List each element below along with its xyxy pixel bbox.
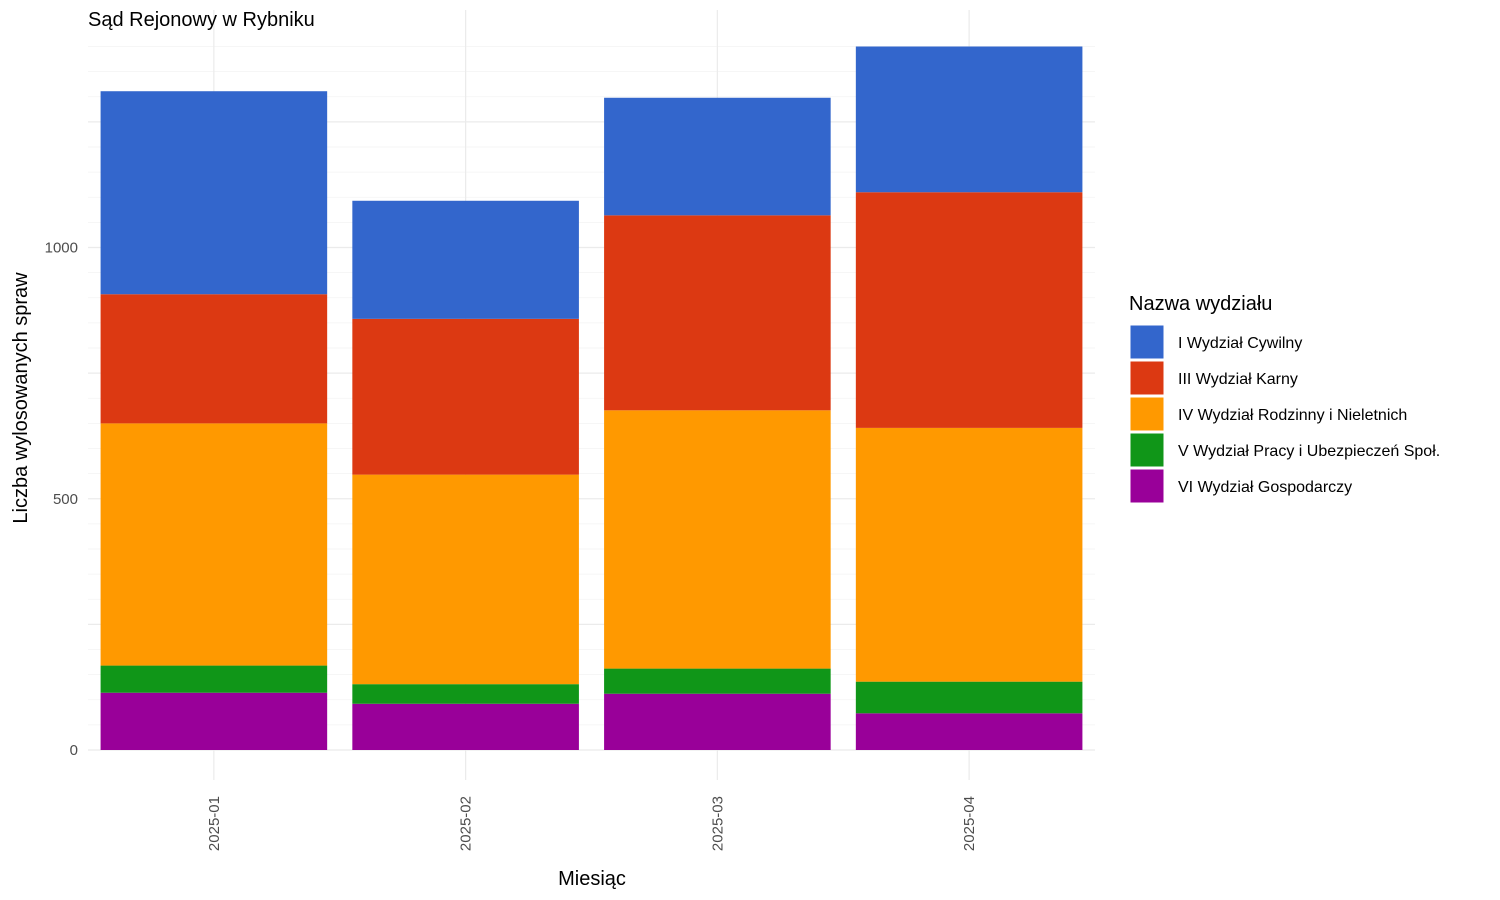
bar-segment: [100, 91, 328, 295]
y-tick-label: 500: [53, 491, 78, 508]
bar-segment: [100, 665, 328, 693]
legend-swatch: [1129, 432, 1165, 468]
bar-segment: [604, 693, 831, 750]
x-axis-title: Miesiąc: [558, 868, 626, 890]
bar-segment: [604, 410, 831, 669]
legend-swatch: [1129, 324, 1165, 360]
legend-label: V Wydział Pracy i Ubezpieczeń Społ.: [1178, 443, 1440, 460]
legend: Nazwa wydziału I Wydział Cywilny III Wydz…: [1129, 293, 1440, 504]
x-tick-label: 2025-04: [961, 796, 978, 851]
legend-label: I Wydział Cywilny: [1178, 335, 1302, 352]
y-tick-label: 0: [70, 742, 78, 759]
bar-segment: [604, 97, 831, 216]
legend-swatch: [1129, 360, 1165, 396]
bar-segment: [352, 200, 579, 319]
bar-segment: [352, 318, 579, 475]
bar-segment: [352, 684, 579, 704]
bar-segment: [352, 703, 579, 750]
y-axis-ticks: 0 500 1000: [45, 240, 78, 760]
bar-segment: [855, 427, 1083, 682]
bar-segment: [604, 215, 831, 411]
bars: [100, 46, 1083, 750]
y-axis-title: Liczba wylosowanych spraw: [10, 272, 32, 524]
bar-segment: [855, 681, 1083, 714]
bar-segment: [855, 713, 1083, 750]
bar-segment: [100, 294, 328, 424]
legend-swatch: [1129, 468, 1165, 504]
legend-label: IV Wydział Rodzinny i Nieletnich: [1178, 407, 1407, 424]
legend-label: III Wydział Karny: [1178, 371, 1298, 388]
x-tick-label: 2025-03: [709, 796, 726, 851]
legend-title: Nazwa wydziału: [1129, 293, 1272, 315]
bar-segment: [604, 668, 831, 694]
chart-title: Sąd Rejonowy w Rybniku: [88, 9, 315, 31]
bar-segment: [100, 423, 328, 666]
legend-swatch: [1129, 396, 1165, 432]
bar-segment: [855, 46, 1083, 193]
bar-segment: [855, 192, 1083, 428]
y-tick-label: 1000: [45, 240, 78, 257]
x-tick-label: 2025-02: [458, 796, 475, 851]
x-tick-label: 2025-01: [206, 796, 223, 851]
legend-label: VI Wydział Gospodarczy: [1178, 479, 1352, 496]
bar-segment: [100, 692, 328, 750]
bar-segment: [352, 474, 579, 685]
x-axis-ticks: 2025-01 2025-02 2025-03 2025-04: [206, 796, 978, 851]
